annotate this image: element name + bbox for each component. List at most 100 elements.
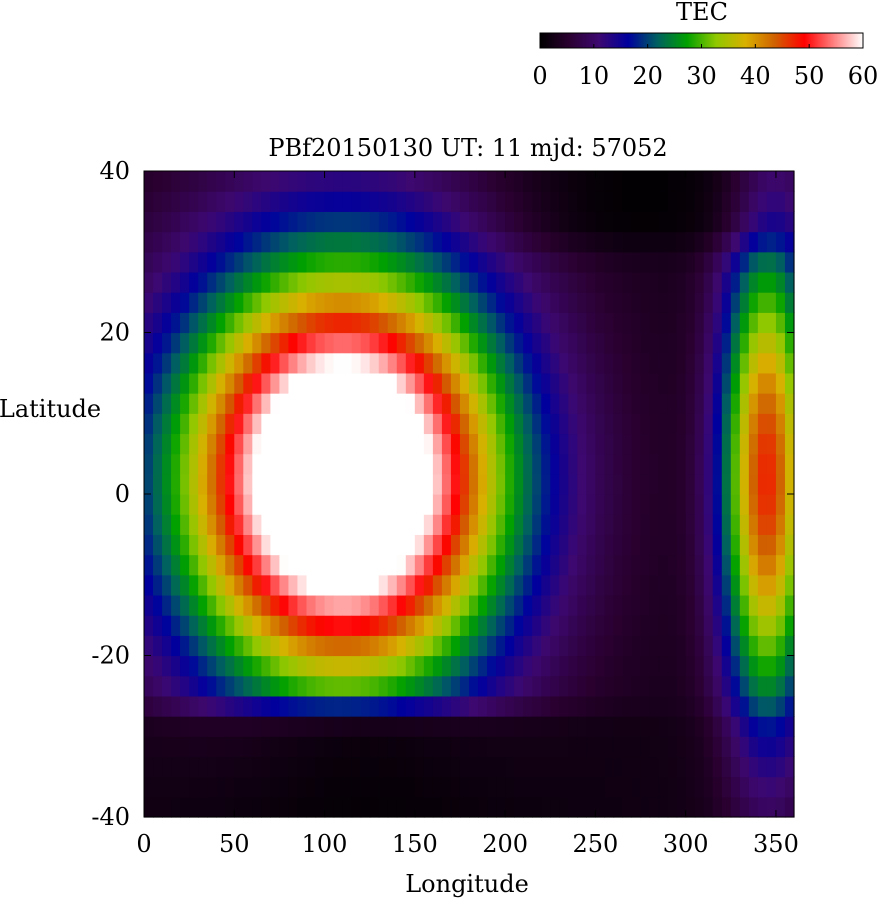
heatmap-cell <box>613 655 624 677</box>
heatmap-cell <box>270 514 281 535</box>
heatmap-cell <box>613 171 624 192</box>
heatmap-cell <box>703 473 714 495</box>
heatmap-cell <box>622 635 633 657</box>
heatmap-cell <box>604 615 615 636</box>
heatmap-cell <box>604 574 615 596</box>
heatmap-cell <box>739 776 750 798</box>
heatmap-cell <box>550 251 560 273</box>
heatmap-cell <box>261 372 271 394</box>
heatmap-cell <box>658 594 669 616</box>
heatmap-cell <box>162 352 172 374</box>
heatmap-cell <box>541 413 551 435</box>
heatmap-cell <box>739 393 750 414</box>
heatmap-cell <box>171 312 181 334</box>
heatmap-cell <box>342 695 353 717</box>
heatmap-cell <box>469 352 479 374</box>
heatmap-cell <box>378 776 389 798</box>
heatmap-cell <box>450 554 461 576</box>
heatmap-cell <box>297 211 308 233</box>
heatmap-cell <box>441 514 452 535</box>
heatmap-cell <box>766 594 777 616</box>
heatmap-cell <box>532 171 542 192</box>
heatmap-cell <box>739 453 750 475</box>
heatmap-cell <box>252 675 262 697</box>
heatmap-cell <box>234 332 244 354</box>
heatmap-cell <box>640 756 651 778</box>
heatmap-cell <box>396 494 407 515</box>
heatmap-cell <box>441 453 452 475</box>
heatmap-cell <box>180 231 190 253</box>
heatmap-cell <box>450 776 461 798</box>
heatmap-cell <box>586 211 596 233</box>
heatmap-cell <box>730 554 741 576</box>
heatmap-cell <box>252 635 262 657</box>
heatmap-cell <box>288 292 299 313</box>
heatmap-cell <box>243 312 253 334</box>
heatmap-cell <box>640 413 651 435</box>
heatmap-cell <box>613 695 624 717</box>
heatmap-cell <box>441 615 452 636</box>
heatmap-cell <box>757 271 768 293</box>
heatmap-cell <box>144 211 154 233</box>
heatmap-cell <box>523 292 533 313</box>
heatmap-cell <box>667 655 678 677</box>
heatmap-cell <box>595 615 606 636</box>
heatmap-cell <box>252 736 262 758</box>
heatmap-cell <box>279 231 290 253</box>
heatmap-cell <box>288 655 299 677</box>
heatmap-cell <box>342 453 353 475</box>
heatmap-cell <box>207 393 217 414</box>
heatmap-cell <box>622 675 633 697</box>
heatmap-cell <box>559 372 569 394</box>
heatmap-cell <box>775 756 786 778</box>
heatmap-cell <box>459 736 470 758</box>
heatmap-cell <box>369 675 380 697</box>
heatmap-cell <box>153 635 163 657</box>
heatmap-cell <box>396 736 407 758</box>
heatmap-cell <box>604 776 615 798</box>
heatmap-cell <box>144 453 154 475</box>
x-tick-label: 150 <box>392 830 438 858</box>
heatmap-cell <box>613 332 624 354</box>
heatmap-cell <box>162 534 172 556</box>
heatmap-cell <box>459 675 470 697</box>
heatmap-cell <box>378 211 389 233</box>
heatmap-cell <box>712 736 723 758</box>
heatmap-cell <box>667 312 678 334</box>
colorbar-tick-label: 20 <box>632 62 663 90</box>
heatmap-cell <box>649 473 660 495</box>
heatmap-cell <box>333 191 344 212</box>
heatmap-cell <box>658 312 669 334</box>
heatmap-cell <box>532 332 542 354</box>
heatmap-cell <box>198 433 208 455</box>
heatmap-cell <box>396 393 407 414</box>
heatmap-cell <box>694 191 705 212</box>
heatmap-cell <box>450 796 461 818</box>
heatmap-cell <box>306 352 317 374</box>
heatmap-cell <box>450 211 461 233</box>
heatmap-cell <box>667 433 678 455</box>
heatmap-cell <box>324 393 335 414</box>
heatmap-cell <box>342 736 353 758</box>
heatmap-cell <box>162 554 172 576</box>
heatmap-cell <box>189 231 199 253</box>
heatmap-cell <box>279 433 290 455</box>
heatmap-cell <box>703 231 714 253</box>
heatmap-cell <box>270 332 281 354</box>
heatmap-cell <box>342 251 353 273</box>
heatmap-cell <box>297 251 308 273</box>
heatmap-cell <box>333 312 344 334</box>
heatmap-cell <box>712 352 723 374</box>
heatmap-cell <box>541 312 551 334</box>
heatmap-cell <box>505 231 515 253</box>
heatmap-cell <box>171 211 181 233</box>
heatmap-cell <box>279 292 290 313</box>
heatmap-cell <box>387 312 398 334</box>
heatmap-cell <box>559 716 569 737</box>
heatmap-cell <box>640 514 651 535</box>
heatmap-cell <box>640 736 651 758</box>
heatmap-cell <box>387 352 398 374</box>
heatmap-cell <box>748 312 759 334</box>
heatmap-cell <box>523 615 533 636</box>
heatmap-cell <box>550 534 560 556</box>
